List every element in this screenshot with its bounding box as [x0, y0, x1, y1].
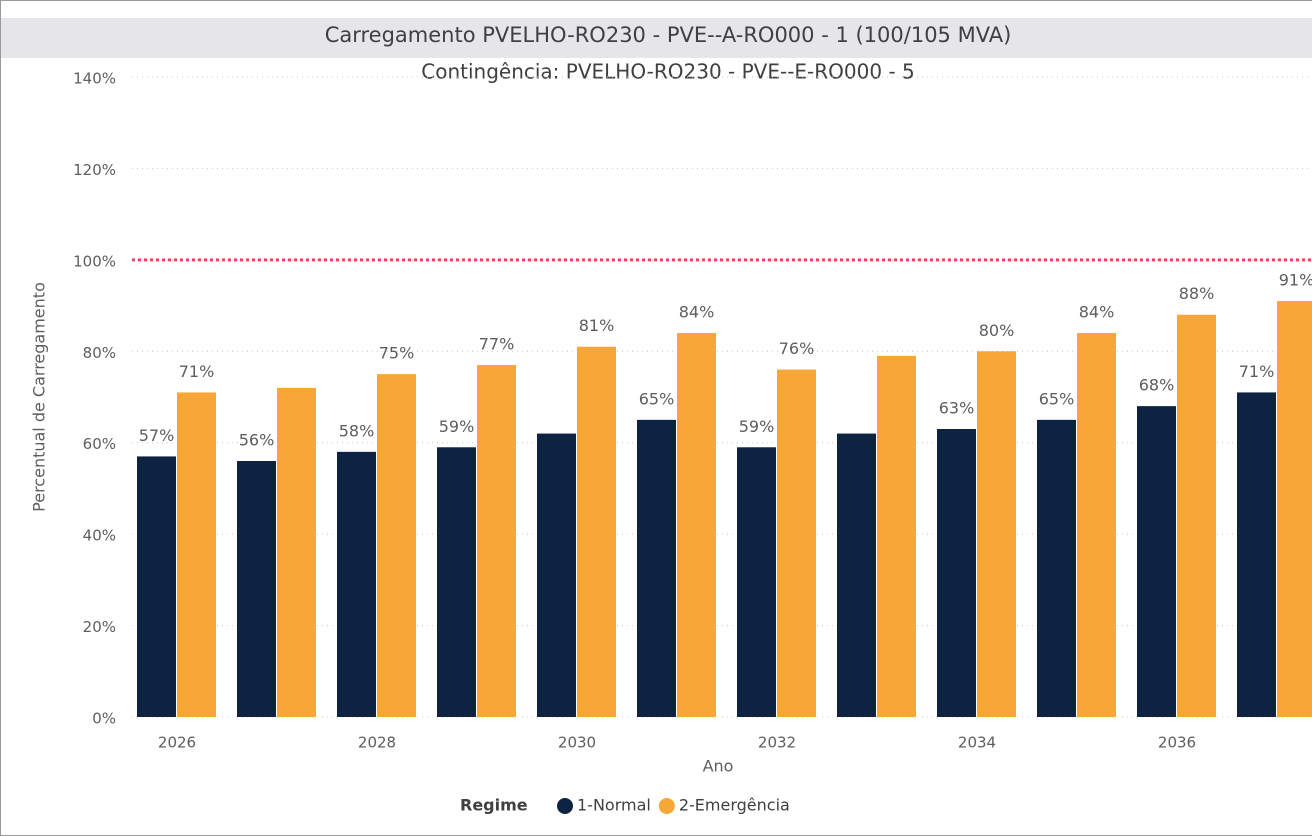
- data-label: 77%: [479, 335, 515, 354]
- x-tick-label: 2026: [158, 734, 196, 752]
- bar: [877, 355, 916, 717]
- y-axis-label: Percentual de Carregamento: [30, 282, 49, 512]
- data-label: 59%: [439, 417, 475, 436]
- y-tick-label: 80%: [83, 344, 116, 362]
- data-label: 80%: [979, 321, 1015, 340]
- data-label: 56%: [239, 431, 275, 450]
- bar: [777, 369, 816, 717]
- data-label: 76%: [779, 339, 815, 358]
- legend: Regime 1-Normal 2-Emergência: [460, 796, 790, 815]
- y-tick-label: 100%: [73, 252, 116, 270]
- data-label: 75%: [379, 344, 415, 363]
- bar: [537, 433, 576, 717]
- bar: [737, 447, 776, 717]
- bar: [177, 392, 216, 717]
- data-label: 88%: [1179, 284, 1215, 303]
- bar: [1277, 301, 1312, 717]
- bar: [137, 456, 176, 717]
- bar: [277, 387, 316, 717]
- legend-label: 2-Emergência: [679, 796, 790, 815]
- bar: [437, 447, 476, 717]
- y-tick-label: 120%: [73, 161, 116, 179]
- bar: [1077, 333, 1116, 717]
- data-label: 81%: [579, 316, 615, 335]
- data-label: 84%: [679, 303, 715, 322]
- legend-swatch: [557, 798, 573, 814]
- y-tick-label: 20%: [83, 618, 116, 636]
- x-axis-label: Ano: [703, 757, 734, 776]
- bar: [1177, 314, 1216, 717]
- bar: [1137, 406, 1176, 717]
- bar: [1237, 392, 1276, 717]
- data-label: 65%: [639, 389, 675, 408]
- chart-subtitle: Contingência: PVELHO-RO230 - PVE--E-RO00…: [421, 60, 915, 84]
- y-tick-label: 140%: [73, 70, 116, 88]
- bar: [977, 351, 1016, 717]
- data-label: 68%: [1139, 376, 1175, 395]
- bar: [677, 333, 716, 717]
- data-label: 58%: [339, 421, 375, 440]
- data-label: 84%: [1079, 303, 1115, 322]
- chart-title: Carregamento PVELHO-RO230 - PVE--A-RO000…: [325, 23, 1012, 47]
- bar: [237, 461, 276, 717]
- bar: [377, 374, 416, 717]
- bar: [577, 346, 616, 717]
- legend-label: 1-Normal: [577, 796, 651, 815]
- x-tick-label: 2032: [758, 734, 796, 752]
- bar: [937, 429, 976, 717]
- y-tick-label: 60%: [83, 435, 116, 453]
- bar: [477, 365, 516, 717]
- data-label: 71%: [1239, 362, 1275, 381]
- x-tick-label: 2028: [358, 734, 396, 752]
- bar: [837, 433, 876, 717]
- x-tick-label: 2034: [958, 734, 996, 752]
- data-label: 71%: [179, 362, 215, 381]
- data-label: 91%: [1279, 271, 1312, 290]
- bar: [1037, 419, 1076, 717]
- legend-swatch: [658, 798, 675, 814]
- legend-title: Regime: [460, 796, 528, 815]
- y-tick-label: 40%: [83, 527, 116, 545]
- bar: [637, 419, 676, 717]
- bar: [337, 451, 376, 717]
- title-band: [1, 18, 1312, 58]
- data-label: 59%: [739, 417, 775, 436]
- data-label: 65%: [1039, 389, 1075, 408]
- x-tick-label: 2036: [1158, 734, 1196, 752]
- y-tick-label: 0%: [92, 710, 116, 728]
- data-label: 57%: [139, 426, 175, 445]
- data-label: 63%: [939, 399, 975, 418]
- x-tick-label: 2030: [558, 734, 596, 752]
